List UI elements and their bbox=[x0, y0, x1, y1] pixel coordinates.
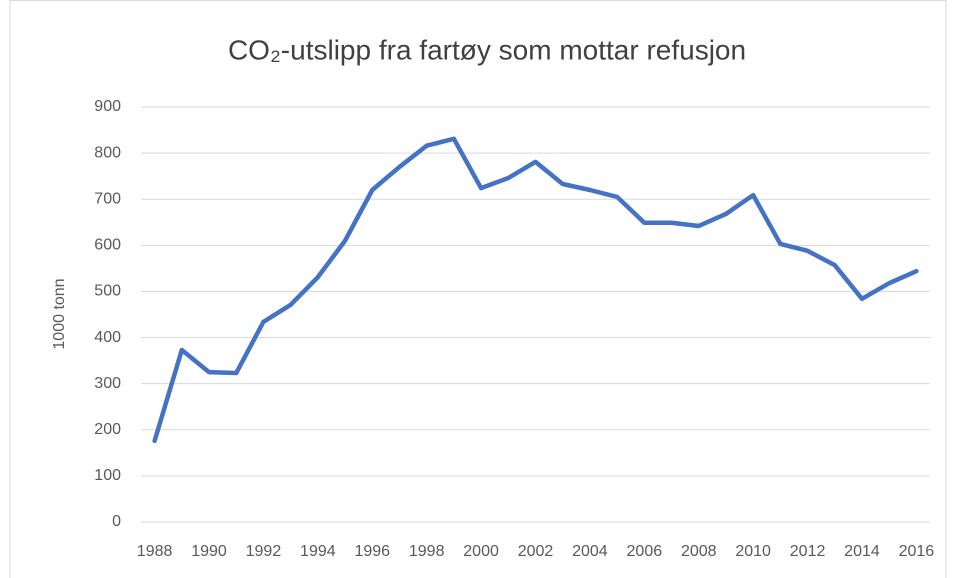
x-tick-label: 2008 bbox=[681, 543, 717, 560]
y-tick-label: 400 bbox=[94, 329, 121, 346]
chart-title: CO₂-utslipp fra fartøy som mottar refusj… bbox=[228, 34, 746, 65]
x-tick-label: 2010 bbox=[735, 543, 771, 560]
x-tick-label: 1990 bbox=[191, 543, 227, 560]
y-tick-label: 0 bbox=[112, 513, 121, 530]
x-tick-label: 1998 bbox=[409, 543, 445, 560]
y-axis-label: 1000 tonn bbox=[51, 278, 68, 349]
y-tick-label: 900 bbox=[94, 98, 121, 115]
y-tick-label: 500 bbox=[94, 283, 121, 300]
y-tick-label: 800 bbox=[94, 144, 121, 161]
x-tick-label: 2002 bbox=[518, 543, 554, 560]
y-tick-label: 200 bbox=[94, 421, 121, 438]
x-tick-label: 2014 bbox=[844, 543, 880, 560]
chart-frame bbox=[9, 0, 947, 578]
y-tick-label: 100 bbox=[94, 467, 121, 484]
x-tick-label: 1988 bbox=[137, 543, 173, 560]
x-tick-label: 1992 bbox=[246, 543, 282, 560]
x-tick-label: 2012 bbox=[790, 543, 826, 560]
y-tick-label: 600 bbox=[94, 237, 121, 254]
x-tick-label: 2016 bbox=[899, 543, 935, 560]
x-tick-label: 1996 bbox=[354, 543, 390, 560]
y-tick-label: 700 bbox=[94, 190, 121, 207]
x-tick-label: 2000 bbox=[463, 543, 499, 560]
x-tick-label: 2004 bbox=[572, 543, 608, 560]
x-tick-label: 2006 bbox=[627, 543, 663, 560]
x-tick-label: 1994 bbox=[300, 543, 336, 560]
y-tick-label: 300 bbox=[94, 375, 121, 392]
data-line bbox=[152, 136, 919, 444]
